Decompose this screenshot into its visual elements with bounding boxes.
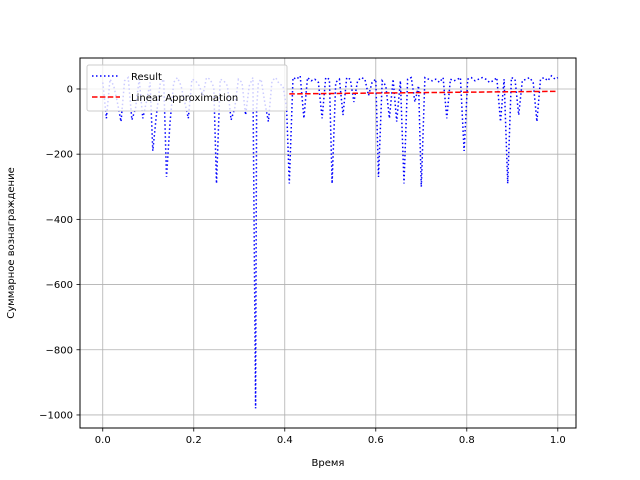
y-tick-label: −600: [46, 280, 73, 291]
y-tick-label: −400: [46, 215, 73, 226]
legend-label-result: Result: [131, 72, 162, 83]
y-ticks: 0 −200 −400 −600 −800 −1000: [39, 84, 80, 421]
x-tick-label: 1.0: [550, 435, 566, 446]
y-axis-label: Суммарное вознаграждение: [6, 167, 17, 318]
grid: [80, 58, 576, 428]
legend-box: [86, 64, 288, 112]
x-tick-label: 0.2: [186, 435, 202, 446]
x-tick-label: 0.4: [277, 435, 293, 446]
y-tick-label: −200: [46, 150, 73, 161]
x-axis-label: Время: [312, 458, 345, 469]
series-group: [102, 74, 559, 409]
y-tick-label: −1000: [39, 410, 73, 421]
plot-frame: [79, 57, 577, 429]
legend-label-linear-approximation: Linear Approximation: [131, 93, 238, 104]
legend: Result Linear Approximation: [86, 64, 288, 112]
series-line-linear-approximation: [289, 90, 558, 95]
y-tick-label: 0: [67, 84, 73, 95]
x-tick-label: 0.6: [368, 435, 384, 446]
x-tick-label: 0.0: [95, 435, 111, 446]
x-tick-label: 0.8: [459, 435, 475, 446]
x-ticks: 0.0 0.2 0.4 0.6 0.8 1.0: [95, 428, 566, 446]
y-tick-label: −800: [46, 345, 73, 356]
